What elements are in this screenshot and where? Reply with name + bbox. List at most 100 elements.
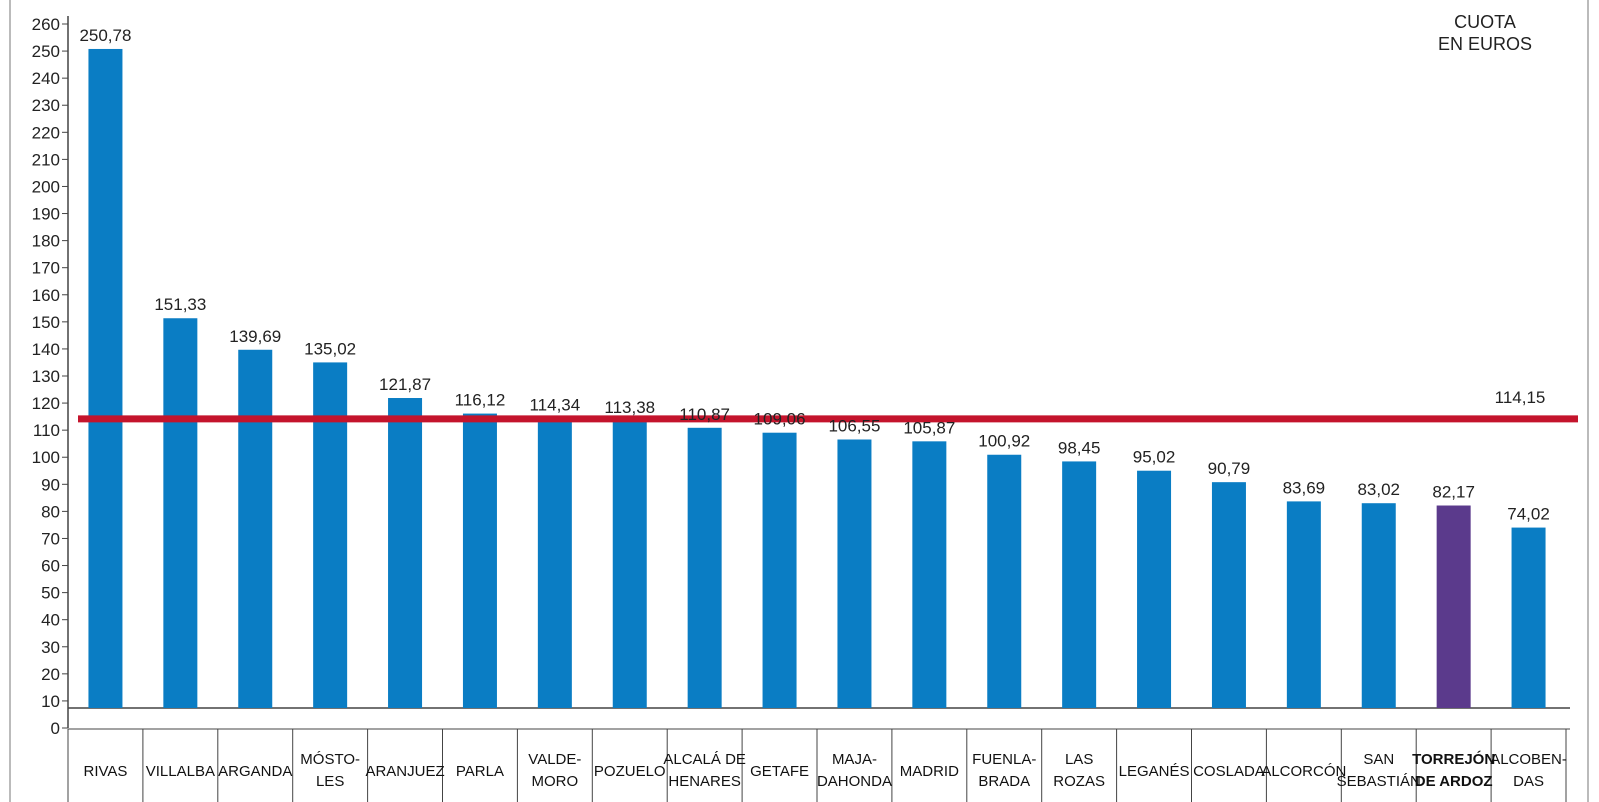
category-label: HENARES <box>668 773 741 790</box>
bar <box>537 418 572 708</box>
category-label: LAS <box>1065 751 1093 768</box>
bar-value-label: 74,02 <box>1507 505 1550 524</box>
bar-value-label: 109,06 <box>754 410 806 429</box>
y-tick-label: 120 <box>32 394 60 413</box>
bar <box>1361 503 1396 708</box>
bar-value-label: 100,92 <box>978 432 1030 451</box>
bar <box>313 362 348 708</box>
y-tick-label: 0 <box>51 719 60 738</box>
value-labels: 250,78 151,33 139,69 135,02 121,87 116,12 114,… <box>79 26 1549 524</box>
category-label: COSLADA <box>1193 763 1265 780</box>
reference-line-label: 114,15 <box>1495 388 1546 407</box>
bar <box>912 441 947 708</box>
category-label: SEBASTIÁN <box>1337 773 1421 790</box>
bar <box>462 413 497 708</box>
y-tick-label: 240 <box>32 69 60 88</box>
y-tick-label: 140 <box>32 340 60 359</box>
reference-line-group: 114,15 <box>78 388 1578 423</box>
category-label: PARLA <box>456 763 504 780</box>
y-tick-label: 180 <box>32 232 60 251</box>
bar <box>88 48 123 709</box>
y-tick-label: 200 <box>32 177 60 196</box>
bar <box>837 439 872 708</box>
y-tick-label: 220 <box>32 123 60 142</box>
unit-label: CUOTA EN EUROS <box>1438 12 1532 54</box>
category-label: VILLALBA <box>146 763 215 780</box>
bar-value-label: 105,87 <box>903 418 955 437</box>
category-label: MADRID <box>900 763 959 780</box>
bar <box>1137 470 1172 708</box>
unit-label-line-1: CUOTA <box>1454 12 1516 32</box>
category-label: POZUELO <box>594 763 666 780</box>
y-tick-label: 160 <box>32 286 60 305</box>
bar-value-label: 95,02 <box>1133 448 1176 467</box>
y-tick-label: 70 <box>41 529 60 548</box>
y-tick-label: 10 <box>41 692 60 711</box>
bar-value-label: 82,17 <box>1432 483 1475 502</box>
y-tick-label: 260 <box>32 15 60 34</box>
bar <box>238 349 273 708</box>
y-tick-label: 100 <box>32 448 60 467</box>
bar-value-label: 83,02 <box>1357 480 1400 499</box>
category-label: ALCALÁ DE <box>663 751 746 768</box>
category-label: DAHONDA <box>817 773 892 790</box>
y-tick-label: 30 <box>41 638 60 657</box>
y-tick-label: 50 <box>41 584 60 603</box>
category-label: GETAFE <box>750 763 809 780</box>
bar <box>612 421 647 708</box>
bar <box>388 398 423 708</box>
y-tick-label: 230 <box>32 96 60 115</box>
bars <box>88 48 1546 709</box>
y-tick-label: 80 <box>41 502 60 521</box>
bar-value-label: 151,33 <box>154 295 206 314</box>
y-tick-label: 130 <box>32 367 60 386</box>
bar <box>1511 527 1546 708</box>
category-label: ALCORCÓN <box>1261 763 1346 780</box>
category-label: MÓSTO- <box>300 751 360 768</box>
bar-value-label: 98,45 <box>1058 438 1101 457</box>
y-tick-label: 250 <box>32 42 60 61</box>
bar-value-label: 121,87 <box>379 375 431 394</box>
category-label: TORREJÓN <box>1412 750 1495 768</box>
bar-value-label: 114,34 <box>529 395 580 414</box>
bar <box>1062 461 1097 708</box>
bar <box>1436 505 1471 708</box>
bar <box>987 454 1022 708</box>
bar-value-label: 90,79 <box>1208 459 1251 478</box>
unit-label-line-2: EN EUROS <box>1438 34 1532 54</box>
category-label: ARGANDA <box>218 763 292 780</box>
bar <box>687 427 722 708</box>
y-tick-label: 110 <box>33 421 60 440</box>
bar-value-label: 135,02 <box>304 339 356 358</box>
category-label: MORO <box>532 773 579 790</box>
bar <box>163 318 198 708</box>
category-labels: RIVAS VILLALBA ARGANDA MÓSTO- LES ARANJUEZ PAR… <box>67 729 1567 802</box>
y-tick-label: 90 <box>41 475 60 494</box>
category-label: LEGANÉS <box>1119 763 1190 780</box>
category-label: BRADA <box>978 773 1030 790</box>
category-label: SAN <box>1363 751 1394 768</box>
bar-value-label: 113,38 <box>604 398 655 417</box>
category-label: VALDE- <box>528 751 581 768</box>
bar <box>1286 501 1321 708</box>
bar-value-label: 110,87 <box>679 405 730 424</box>
bar-value-label: 250,78 <box>79 26 131 45</box>
category-label: ARANJUEZ <box>365 763 444 780</box>
y-tick-label: 150 <box>32 313 60 332</box>
y-tick-label: 170 <box>32 259 60 278</box>
bar <box>762 432 797 708</box>
y-tick-label: 20 <box>41 665 60 684</box>
y-tick-label: 190 <box>32 205 60 224</box>
y-tick-label: 40 <box>41 611 60 630</box>
y-tick-label: 210 <box>32 150 60 169</box>
category-label: RIVAS <box>83 763 127 780</box>
bar-value-label: 106,55 <box>828 416 880 435</box>
bar <box>1211 482 1246 708</box>
category-label: FUENLA- <box>972 751 1036 768</box>
category-label: LES <box>316 773 344 790</box>
y-tick-label: 60 <box>41 557 60 576</box>
category-label: DE ARDOZ <box>1415 773 1493 790</box>
bar-value-label: 116,12 <box>455 391 506 410</box>
category-label: ROZAS <box>1053 773 1105 790</box>
